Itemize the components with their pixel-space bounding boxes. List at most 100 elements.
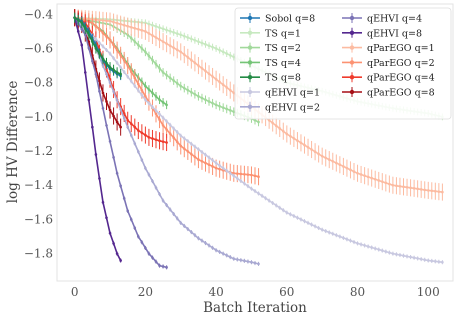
data-point [179, 134, 183, 137]
data-point [165, 119, 168, 123]
data-point [430, 259, 434, 263]
data-point [147, 252, 151, 255]
data-point [236, 172, 239, 175]
data-point [133, 40, 137, 43]
data-point [271, 201, 274, 205]
data-point [144, 84, 147, 88]
data-point [416, 187, 419, 191]
data-point [182, 53, 186, 56]
data-point [108, 108, 112, 112]
data-point [190, 142, 193, 146]
data-point [112, 114, 115, 118]
data-point [105, 124, 108, 127]
data-point [200, 96, 204, 100]
data-point [87, 46, 91, 50]
data-point [395, 253, 398, 256]
data-point [228, 109, 232, 112]
data-point [253, 118, 257, 122]
legend-swatch-marker [349, 45, 355, 50]
data-point [214, 77, 218, 81]
y-tick-label: −1.4 [24, 178, 54, 192]
legend-item: TS q=1 [240, 27, 301, 39]
data-point [80, 21, 84, 25]
data-point [197, 40, 200, 43]
data-point [172, 127, 175, 130]
data-point [87, 40, 91, 43]
data-point [218, 164, 221, 167]
legend-swatch-marker [247, 75, 253, 80]
data-point [98, 28, 101, 31]
data-point [137, 89, 140, 92]
data-point [232, 174, 236, 178]
data-point [158, 38, 161, 41]
data-point [158, 66, 161, 70]
data-point [204, 69, 207, 73]
data-point [296, 216, 299, 220]
legend-swatch-marker [247, 30, 253, 35]
data-point [221, 252, 225, 255]
data-point [147, 32, 151, 35]
legend-item: qEHVI q=1 [240, 87, 320, 99]
data-point [356, 242, 359, 245]
data-point [260, 194, 264, 198]
data-point [197, 64, 200, 67]
data-point [200, 160, 204, 163]
data-point [204, 241, 207, 245]
data-point [161, 27, 165, 31]
data-point [437, 190, 441, 193]
data-point [211, 158, 214, 162]
data-point [363, 174, 366, 177]
data-point [214, 103, 218, 107]
data-point [250, 187, 253, 190]
data-point [225, 169, 229, 173]
data-point [320, 154, 324, 158]
data-point [197, 148, 200, 151]
y-tick-label: −0.4 [24, 7, 54, 21]
data-point [147, 136, 151, 139]
data-point [101, 31, 105, 35]
legend-swatch-marker [349, 30, 355, 35]
data-point [129, 79, 133, 83]
data-point [193, 38, 197, 42]
data-point [225, 52, 229, 55]
data-point [338, 235, 342, 238]
data-point [218, 80, 221, 84]
data-point [122, 59, 126, 62]
data-point [320, 228, 324, 232]
x-tick-label: 100 [417, 285, 440, 299]
data-point [175, 130, 179, 134]
data-point [80, 43, 84, 47]
data-point [122, 23, 126, 27]
data-point [161, 40, 165, 43]
data-point [108, 231, 112, 235]
data-point [122, 197, 126, 200]
data-point [207, 163, 211, 167]
legend-box [234, 7, 452, 120]
data-point [359, 173, 363, 176]
data-point [434, 189, 437, 193]
data-point [243, 173, 246, 176]
data-point [257, 175, 260, 178]
data-point [122, 70, 126, 74]
data-point [175, 48, 179, 52]
data-point [165, 141, 168, 144]
data-point [112, 20, 115, 24]
data-point [80, 27, 84, 31]
data-point [356, 171, 359, 175]
data-point [253, 261, 257, 265]
data-point [370, 246, 373, 249]
legend-label: qParEGO q=1 [367, 43, 435, 54]
data-point [423, 258, 427, 262]
data-point [388, 251, 391, 254]
legend-item: qEHVI q=8 [342, 27, 422, 39]
data-point [186, 56, 190, 59]
legend-item: qEHVI q=2 [240, 101, 320, 113]
data-point [331, 232, 335, 236]
data-point [140, 131, 144, 135]
data-point [335, 233, 338, 237]
legend-label: qEHVI q=8 [367, 28, 422, 39]
data-point [193, 233, 197, 237]
data-point [133, 26, 137, 30]
data-point [391, 252, 395, 255]
data-point [281, 129, 285, 133]
